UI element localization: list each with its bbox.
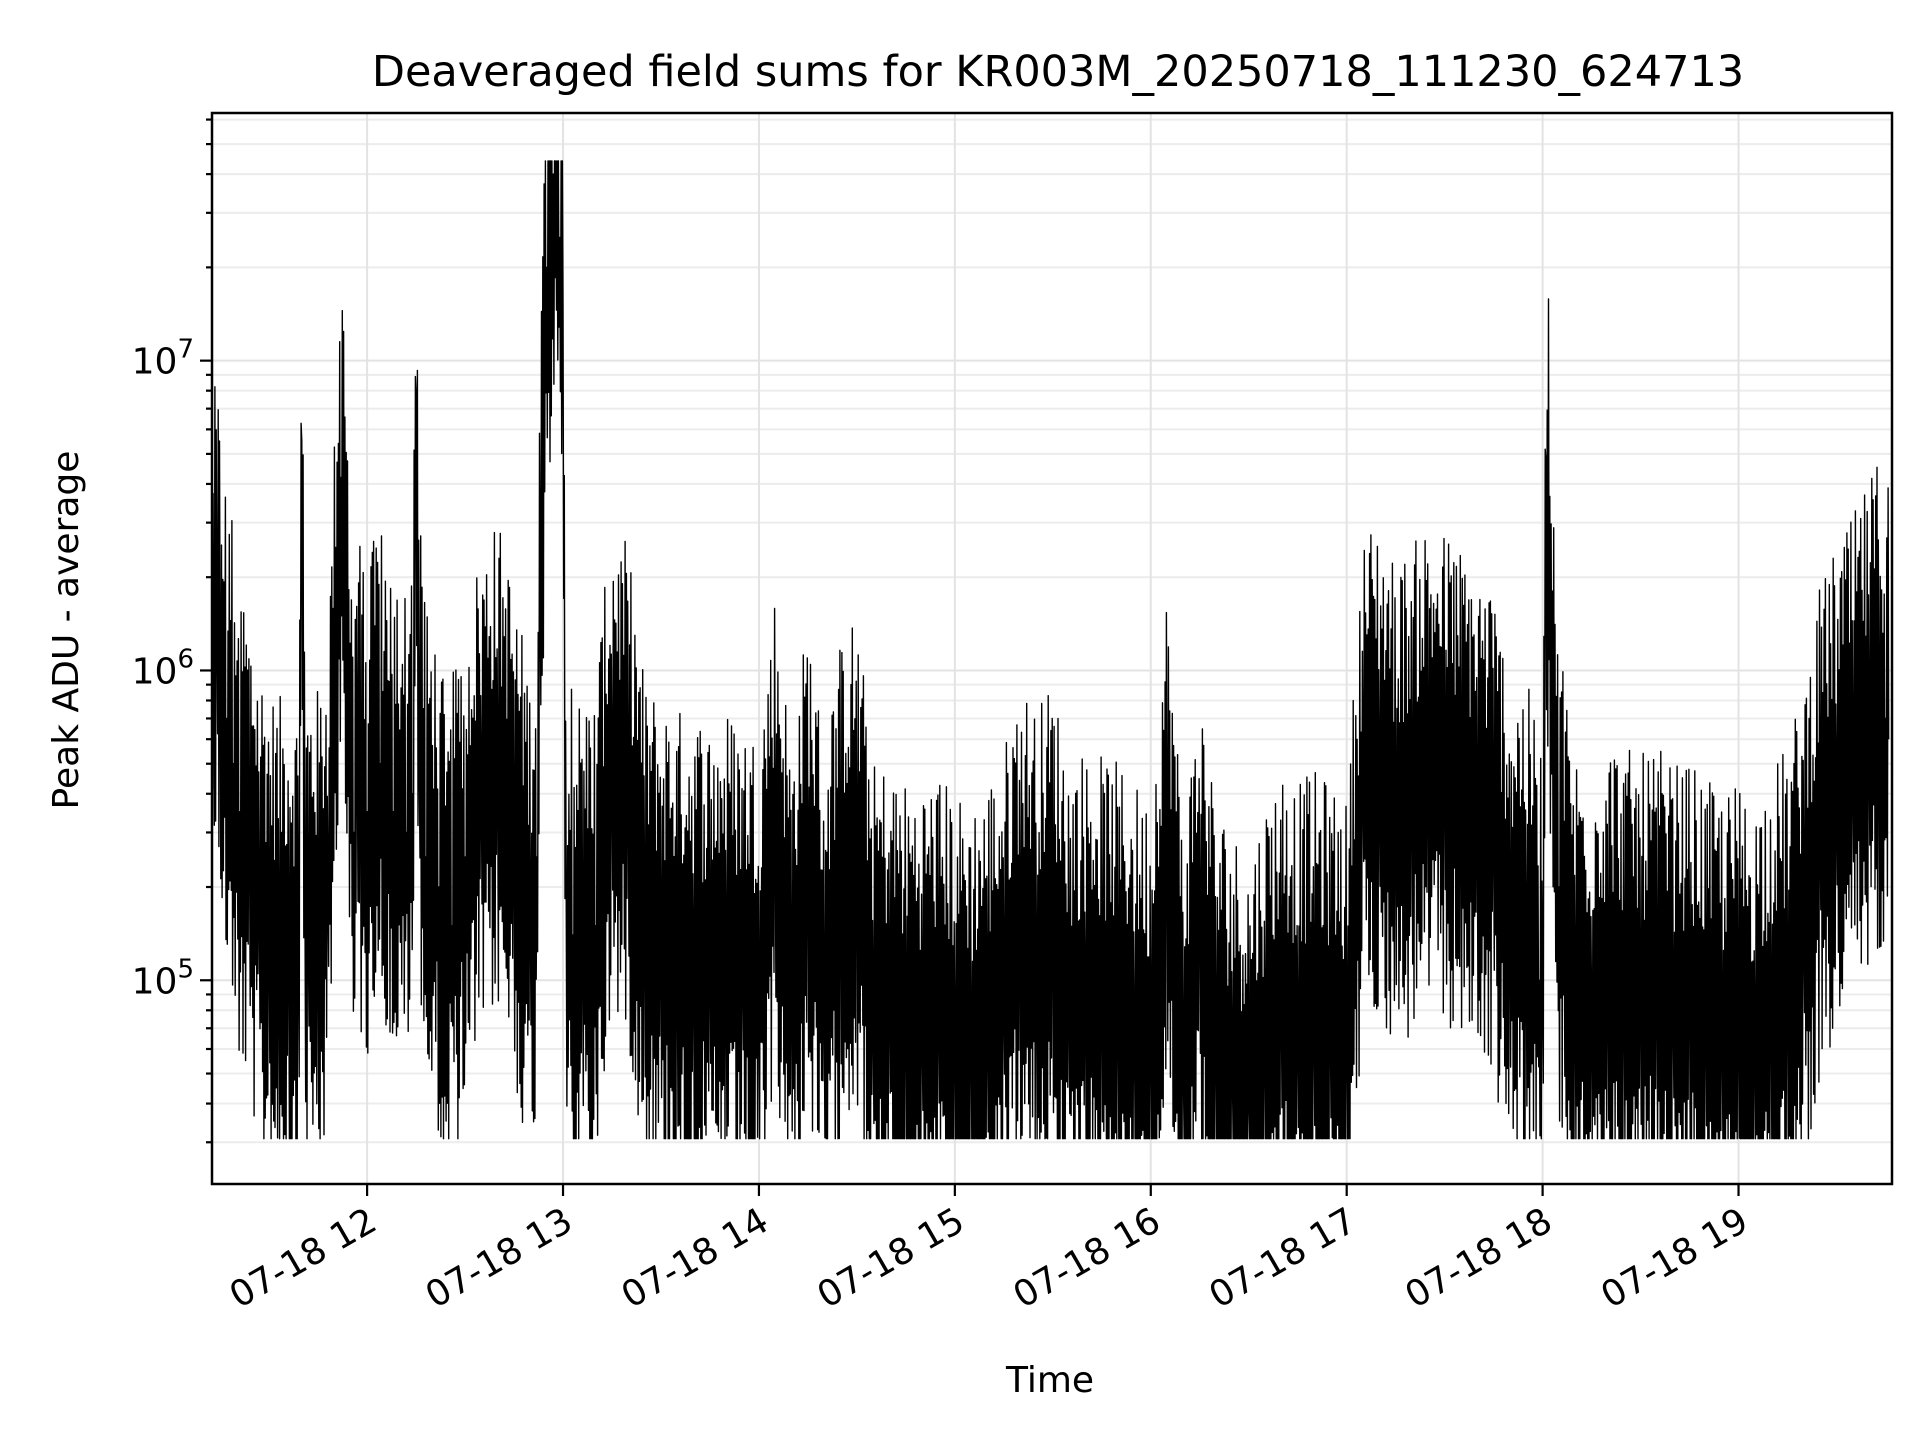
x-tick-label: 07-18 15 (811, 1200, 972, 1316)
x-tick-label: 07-18 18 (1398, 1200, 1559, 1316)
y-tick-label: 105 (132, 954, 194, 1002)
y-tick-label: 106 (132, 644, 194, 692)
y-axis: 105 106 107 (132, 118, 212, 1144)
series-layer (211, 160, 1890, 1140)
plot-area-frame (210, 111, 1894, 1186)
series-line (211, 160, 1890, 1140)
chart-title: Deaveraged field sums for KR003M_2025071… (372, 47, 1744, 97)
y-axis-label: Peak ADU - average (46, 451, 87, 810)
x-axis-label: Time (1005, 1360, 1094, 1401)
x-tick-label: 07-18 12 (223, 1200, 384, 1316)
x-tick-label: 07-18 16 (1007, 1200, 1168, 1316)
x-tick-label: 07-18 17 (1203, 1200, 1364, 1316)
x-tick-label: 07-18 14 (615, 1200, 776, 1316)
x-tick-label: 07-18 13 (419, 1200, 580, 1316)
y-tick-label: 107 (132, 335, 194, 383)
x-axis: 07-18 12 07-18 13 07-18 14 07-18 15 07-18 16… (223, 1184, 1755, 1317)
x-tick-label: 07-18 19 (1594, 1200, 1755, 1316)
